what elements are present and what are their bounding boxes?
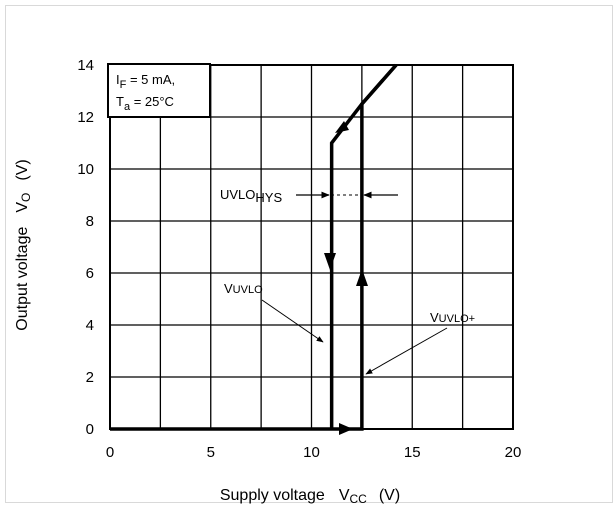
annotation-vuvlo-minus: VUVLO: [224, 281, 263, 296]
y-axis-label-main: Output voltage: [14, 227, 31, 331]
y-axis-symbol-sub: O: [19, 193, 33, 202]
x-axis-label: Supply voltage VCC (V): [220, 487, 400, 506]
y-tick-label: 0: [86, 421, 94, 438]
arrow-bottom-right: [339, 423, 353, 435]
arrow-rising-up: [356, 269, 368, 286]
chart-frame: [5, 5, 613, 503]
x-axis-unit: (V): [379, 487, 400, 504]
annotation-vuvlo-plus: VUVLO+: [430, 310, 475, 325]
conditions-box: [107, 63, 211, 118]
arrow-falling-diagonal: [335, 121, 349, 133]
y-tick-label: 8: [86, 213, 94, 230]
x-axis-label-main: Supply voltage: [220, 487, 325, 504]
x-axis-symbol: V: [339, 487, 350, 504]
y-axis-unit: (V): [14, 159, 31, 180]
y-tick-label: 6: [86, 265, 94, 282]
vuvlo-minus-pointer: [261, 299, 324, 343]
tick-labels: 0 5 10 15 20 0 2 4 6 8 10 12 14: [77, 57, 521, 461]
y-tick-label: 14: [77, 57, 94, 74]
y-axis-label: Output voltage VO (V): [14, 159, 33, 330]
series-rising-line: [110, 63, 398, 431]
x-axis-symbol-sub: CC: [349, 492, 367, 506]
y-tick-label: 10: [77, 161, 94, 178]
x-tick-label: 15: [404, 444, 421, 461]
x-tick-label: 10: [303, 444, 320, 461]
condition-if: IF = 5 mA,: [116, 72, 175, 91]
y-tick-label: 2: [86, 369, 94, 386]
x-tick-label: 20: [505, 444, 522, 461]
y-axis-symbol: V: [14, 202, 31, 213]
x-tick-label: 0: [106, 444, 114, 461]
vuvlo-plus-pointer: [365, 327, 448, 375]
y-tick-label: 4: [86, 317, 94, 334]
y-tick-label: 12: [77, 109, 94, 126]
x-tick-label: 5: [207, 444, 215, 461]
condition-ta: Ta = 25°C: [116, 94, 174, 113]
series-falling-line: [329, 63, 398, 429]
annotation-uvlo-hys: UVLOHYS: [220, 187, 282, 205]
grid: [109, 64, 514, 430]
arrow-falling-down: [324, 253, 336, 270]
